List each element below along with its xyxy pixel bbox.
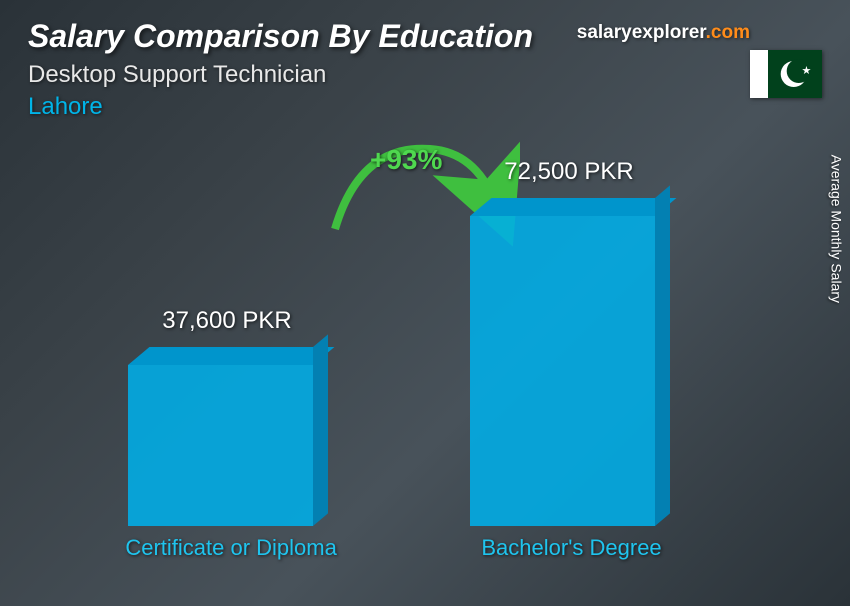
bar-value-label: 37,600 PKR: [162, 307, 291, 335]
brand-name: salaryexplorer: [577, 22, 706, 43]
bar-front-face: [128, 365, 313, 526]
brand-logo: salaryexplorer.com: [577, 22, 750, 44]
bar-category-label: Certificate or Diploma: [125, 535, 337, 561]
bar-1: 72,500 PKRBachelor's Degree: [470, 216, 655, 526]
chart-subtitle: Desktop Support Technician: [28, 61, 822, 89]
bar-side-face: [313, 334, 328, 526]
flag-star-icon: ★: [801, 64, 811, 77]
percent-change-badge: +93%: [370, 144, 442, 176]
bar-front-face: [470, 216, 655, 526]
bar-category-label: Bachelor's Degree: [481, 535, 661, 561]
bar-value-label: 72,500 PKR: [504, 158, 633, 186]
y-axis-label: Average Monthly Salary: [828, 155, 844, 303]
brand-tld: .com: [706, 22, 750, 43]
bar-chart: +93% 37,600 PKRCertificate or Diploma72,…: [60, 150, 760, 566]
flag-white-band: [750, 50, 768, 98]
bar-side-face: [655, 185, 670, 526]
bar-top-face: [470, 198, 676, 216]
bar-top-face: [128, 347, 334, 365]
bar-0: 37,600 PKRCertificate or Diploma: [128, 365, 313, 526]
chart-location: Lahore: [28, 93, 822, 121]
country-flag-pakistan: ★: [750, 50, 822, 98]
flag-green-band: ★: [768, 50, 822, 98]
